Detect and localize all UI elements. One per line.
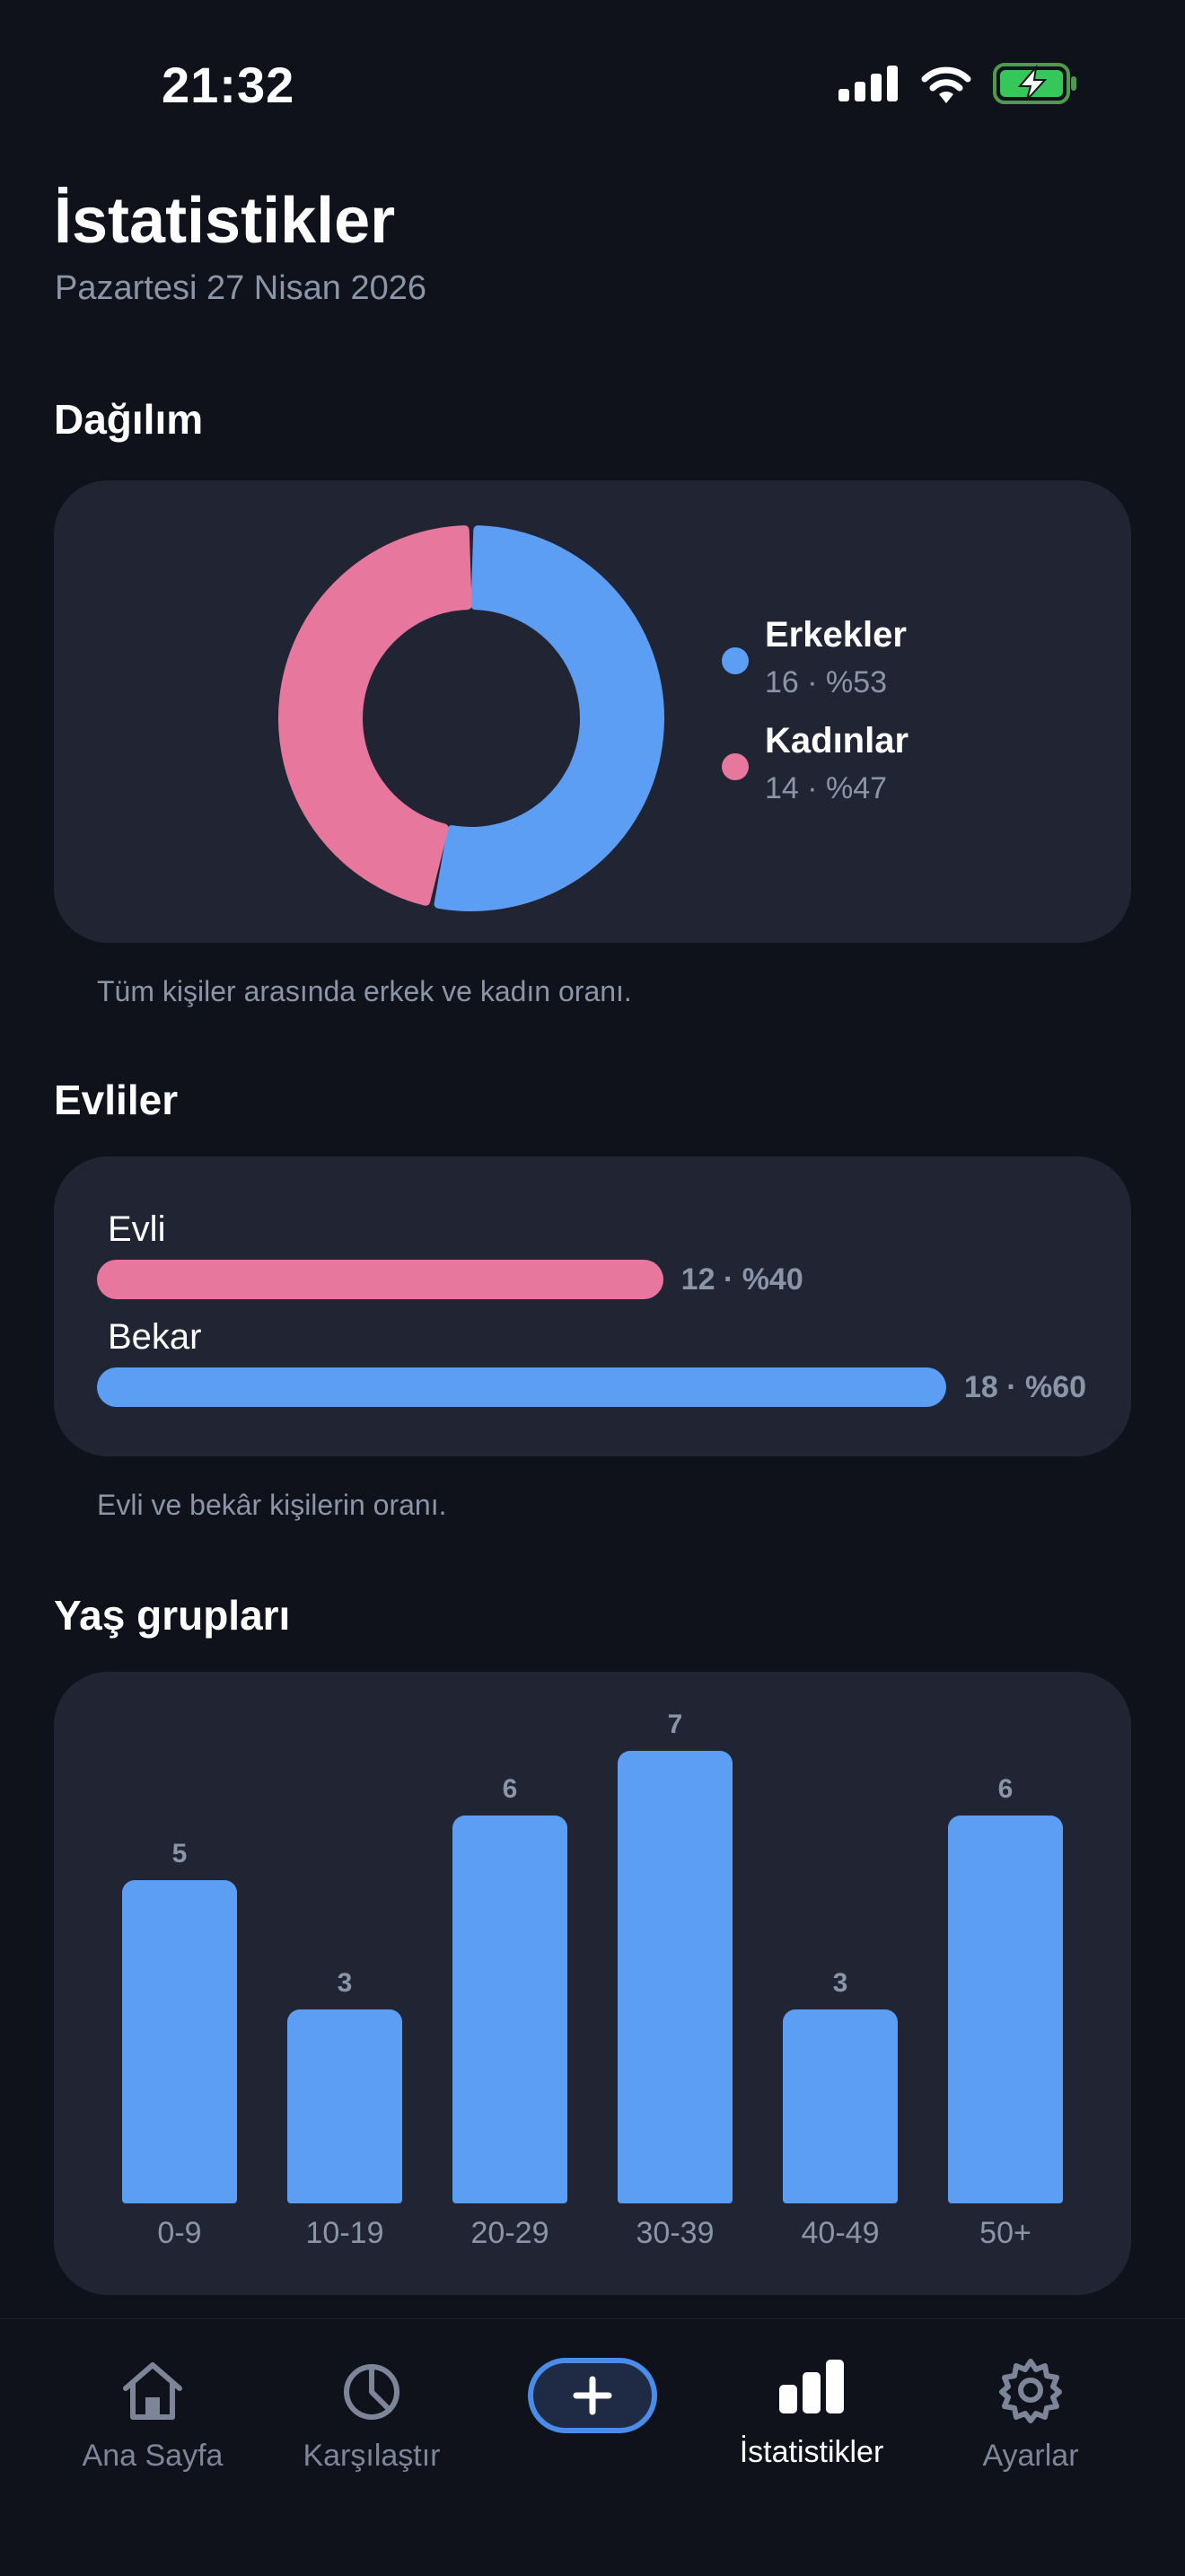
age-category-label: 50+	[979, 2216, 1031, 2250]
age-category-label: 10-19	[305, 2216, 384, 2250]
legend-dot-men	[722, 647, 749, 674]
age-category-label: 0-9	[157, 2216, 202, 2250]
wifi-icon	[921, 66, 971, 103]
age-category-label: 30-39	[636, 2216, 715, 2250]
page-title: İstatistikler	[54, 185, 396, 257]
tab-home[interactable]: Ana Sayfa	[45, 2354, 260, 2474]
married-caption: Evli ve bekâr kişilerin oranı.	[97, 1489, 447, 1521]
gear-icon	[999, 2359, 1062, 2423]
donut-slice-men	[434, 525, 664, 911]
legend-value-women: 14 · %47	[765, 771, 888, 805]
tab-compare[interactable]: Karşılaştır	[264, 2354, 479, 2474]
status-icons	[838, 63, 1077, 104]
single-bar-value: 18 · %60	[964, 1370, 1087, 1404]
age-groups-section-title: Yaş grupları	[54, 1592, 291, 1639]
distribution-section-title: Dağılım	[54, 396, 204, 443]
age-bar-30-39	[618, 1751, 733, 2203]
age-bar-0-9	[122, 1880, 237, 2203]
status-time: 21:32	[162, 57, 295, 113]
age-category-label: 20-29	[470, 2216, 549, 2250]
age-category-label: 40-49	[801, 2216, 880, 2250]
married-bar-label: Evli	[108, 1209, 166, 1249]
age-bar-20-29	[452, 1816, 567, 2203]
married-bar	[97, 1260, 663, 1299]
cellular-signal-icon	[838, 66, 898, 101]
age-bar-10-19	[287, 2009, 402, 2203]
distribution-caption: Tüm kişiler arasında erkek ve kadın oran…	[97, 975, 632, 1007]
pie-chart-icon	[344, 2364, 399, 2420]
single-bar-label: Bekar	[108, 1317, 202, 1357]
legend-label-men: Erkekler	[765, 615, 907, 655]
tab-statistics-label: İstatistikler	[739, 2435, 884, 2469]
age-bar-value: 3	[337, 1968, 353, 1998]
legend-value-men: 16 · %53	[765, 665, 888, 699]
age-bar-value: 3	[832, 1968, 848, 1998]
single-bar	[97, 1367, 946, 1407]
bar-chart-icon	[779, 2360, 844, 2413]
age-bar-40-49	[783, 2009, 898, 2203]
tab-settings[interactable]: Ayarlar	[923, 2354, 1138, 2474]
age-bar-value: 6	[997, 1774, 1014, 1804]
add-person-button[interactable]	[528, 2358, 657, 2433]
married-bar-value: 12 · %40	[680, 1262, 803, 1297]
donut-slice-women	[278, 525, 472, 906]
legend-dot-women	[722, 753, 749, 780]
age-bar-value: 6	[502, 1774, 518, 1804]
tab-statistics[interactable]: İstatistikler	[704, 2351, 919, 2470]
gender-donut-chart	[278, 525, 664, 911]
age-bar-value: 7	[667, 1710, 683, 1739]
tab-compare-label: Karşılaştır	[303, 2439, 441, 2473]
tab-settings-label: Ayarlar	[982, 2439, 1079, 2473]
married-section-title: Evliler	[54, 1077, 179, 1123]
house-icon	[123, 2362, 182, 2420]
legend-label-women: Kadınlar	[765, 721, 909, 760]
tab-home-label: Ana Sayfa	[82, 2439, 224, 2473]
page-date: Pazartesi 27 Nisan 2026	[55, 269, 427, 307]
age-bar-value: 5	[171, 1839, 188, 1868]
married-card	[54, 1156, 1131, 1456]
plus-icon	[573, 2376, 612, 2415]
battery-charging-icon	[993, 63, 1076, 104]
age-bar-50+	[948, 1816, 1063, 2203]
